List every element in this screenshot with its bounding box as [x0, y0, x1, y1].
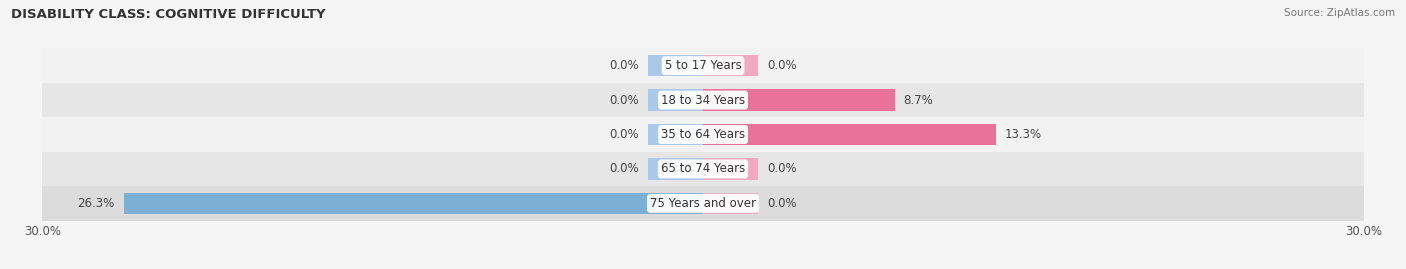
Bar	[648, 124, 703, 145]
Bar	[42, 186, 1364, 221]
Bar	[42, 152, 1364, 186]
Bar	[124, 193, 703, 214]
Text: Source: ZipAtlas.com: Source: ZipAtlas.com	[1284, 8, 1395, 18]
Bar	[703, 193, 758, 214]
Text: 5 to 17 Years: 5 to 17 Years	[665, 59, 741, 72]
Bar	[42, 48, 1364, 83]
Bar	[703, 124, 995, 145]
Text: 0.0%: 0.0%	[766, 162, 797, 175]
Text: DISABILITY CLASS: COGNITIVE DIFFICULTY: DISABILITY CLASS: COGNITIVE DIFFICULTY	[11, 8, 326, 21]
Text: 0.0%: 0.0%	[609, 162, 640, 175]
Text: 0.0%: 0.0%	[609, 94, 640, 107]
Text: 65 to 74 Years: 65 to 74 Years	[661, 162, 745, 175]
Text: 0.0%: 0.0%	[766, 59, 797, 72]
Text: 18 to 34 Years: 18 to 34 Years	[661, 94, 745, 107]
Text: 8.7%: 8.7%	[904, 94, 934, 107]
Bar	[703, 55, 758, 76]
Bar	[42, 83, 1364, 117]
Bar	[648, 158, 703, 180]
Text: 35 to 64 Years: 35 to 64 Years	[661, 128, 745, 141]
Text: 26.3%: 26.3%	[77, 197, 115, 210]
Bar	[703, 89, 894, 111]
Text: 13.3%: 13.3%	[1005, 128, 1042, 141]
Bar	[42, 117, 1364, 152]
Bar	[703, 158, 758, 180]
Bar	[648, 89, 703, 111]
Text: 0.0%: 0.0%	[609, 59, 640, 72]
Text: 75 Years and over: 75 Years and over	[650, 197, 756, 210]
Bar	[648, 55, 703, 76]
Text: 0.0%: 0.0%	[766, 197, 797, 210]
Text: 0.0%: 0.0%	[609, 128, 640, 141]
